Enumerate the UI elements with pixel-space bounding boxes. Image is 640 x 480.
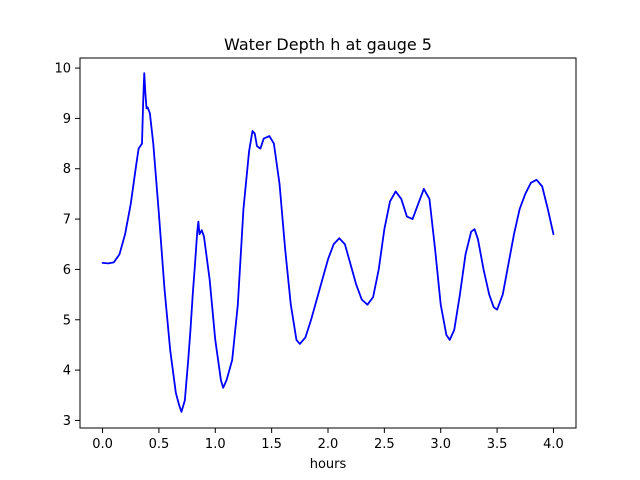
y-tick-label: 3 [63, 414, 71, 429]
x-axis-label: hours [310, 457, 347, 472]
y-tick-label: 10 [54, 62, 71, 77]
x-tick-label: 3.5 [487, 437, 508, 452]
y-tick-label: 7 [63, 213, 71, 228]
series-layer [101, 72, 555, 413]
y-tick-label: 5 [63, 313, 71, 328]
x-tick-label: 2.0 [318, 437, 339, 452]
x-axis-ticks: 0.0 0.5 1.0 1.5 2.0 2.5 3.0 3.5 4.0 [92, 428, 564, 452]
x-tick-label: 4.0 [543, 437, 564, 452]
y-axis-ticks: 3 4 5 6 7 8 9 10 [54, 62, 80, 429]
x-tick-label: 1.5 [261, 437, 282, 452]
plot-frame [79, 57, 577, 429]
x-tick-label: 3.0 [430, 437, 451, 452]
y-tick-label: 6 [63, 263, 71, 278]
y-tick-label: 4 [63, 364, 71, 379]
y-tick-label: 8 [63, 162, 71, 177]
x-tick-label: 0.5 [149, 437, 170, 452]
series-line [101, 72, 555, 413]
x-tick-label: 0.0 [92, 437, 113, 452]
chart-title: Water Depth h at gauge 5 [224, 35, 432, 54]
x-tick-label: 2.5 [374, 437, 395, 452]
y-tick-label: 9 [63, 112, 71, 127]
x-tick-label: 1.0 [205, 437, 226, 452]
